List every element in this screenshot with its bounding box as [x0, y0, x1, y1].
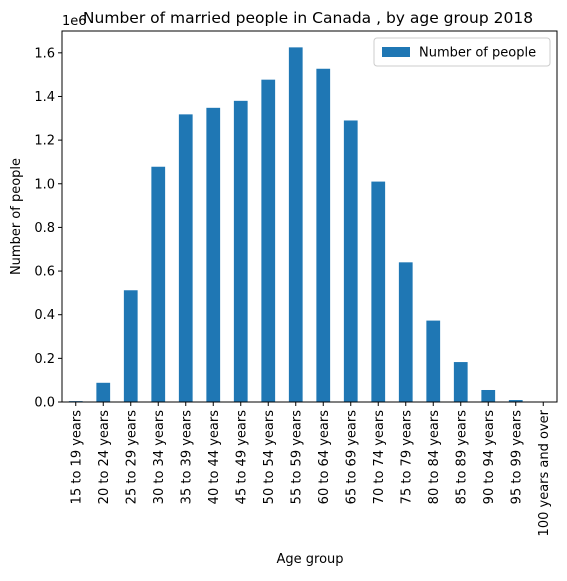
y-tick-label-4: 0.6	[34, 265, 55, 280]
x-tick-label-17: 95 to 99 years	[509, 410, 524, 505]
bar-14	[426, 321, 440, 402]
bar-5	[179, 114, 193, 402]
legend: Number of people	[374, 38, 550, 66]
x-tick-label-11: 65 to 69 years	[344, 410, 359, 505]
y-tick-label-8: 1.4	[34, 90, 55, 105]
y-tick-label-9: 1.6	[34, 46, 55, 61]
y-tick-label-7: 1.2	[34, 134, 55, 149]
legend-swatch	[382, 47, 410, 57]
x-tick-label-15: 85 to 89 years	[454, 410, 469, 505]
x-tick-label-2: 20 to 24 years	[97, 410, 112, 505]
x-tick-label-1: 15 to 19 years	[69, 410, 84, 505]
y-tick-label-6: 1.0	[34, 177, 55, 192]
bar-7	[234, 101, 248, 402]
x-tick-label-7: 45 to 49 years	[234, 410, 249, 505]
x-tick-label-14: 80 to 84 years	[427, 410, 442, 505]
bar-15	[454, 362, 468, 402]
bar-9	[289, 47, 303, 402]
bar-6	[206, 108, 220, 402]
x-tick-label-13: 75 to 79 years	[399, 410, 414, 505]
x-tick-label-10: 60 to 64 years	[317, 410, 332, 505]
x-tick-label-5: 35 to 39 years	[179, 410, 194, 505]
bar-13	[399, 262, 413, 402]
bar-3	[124, 290, 138, 402]
bar-4	[151, 167, 165, 402]
x-tick-label-4: 30 to 34 years	[152, 410, 167, 505]
x-tick-label-18: 100 years and over	[537, 409, 552, 536]
bar-16	[481, 390, 495, 402]
bar-12	[371, 182, 385, 402]
y-axis-offset-text: 1e6	[62, 14, 87, 29]
y-tick-label-2: 0.2	[34, 352, 55, 367]
y-axis-title: Number of people	[9, 158, 24, 275]
x-tick-label-12: 70 to 74 years	[372, 410, 387, 505]
y-tick-label-3: 0.4	[34, 308, 55, 323]
x-tick-label-6: 40 to 44 years	[207, 410, 222, 505]
y-tick-label-1: 0.0	[34, 396, 55, 411]
x-tick-label-16: 90 to 94 years	[482, 410, 497, 505]
y-tick-label-5: 0.8	[34, 221, 55, 236]
bar-2	[96, 383, 110, 402]
bar-11	[344, 120, 358, 402]
chart-title: Number of married people in Canada , by …	[83, 9, 533, 27]
x-tick-label-9: 55 to 59 years	[289, 410, 304, 505]
bar-10	[316, 69, 330, 402]
x-tick-label-3: 25 to 29 years	[124, 410, 139, 505]
plot-area: 0.0 0.2 0.4 0.6 0.8 1.0 1.2 1.4 1.6 15 to 19 year…	[34, 31, 557, 536]
bar-8	[261, 80, 275, 402]
legend-label: Number of people	[419, 46, 536, 61]
x-axis-title: Age group	[276, 552, 343, 567]
x-tick-label-8: 50 to 54 years	[262, 410, 277, 505]
